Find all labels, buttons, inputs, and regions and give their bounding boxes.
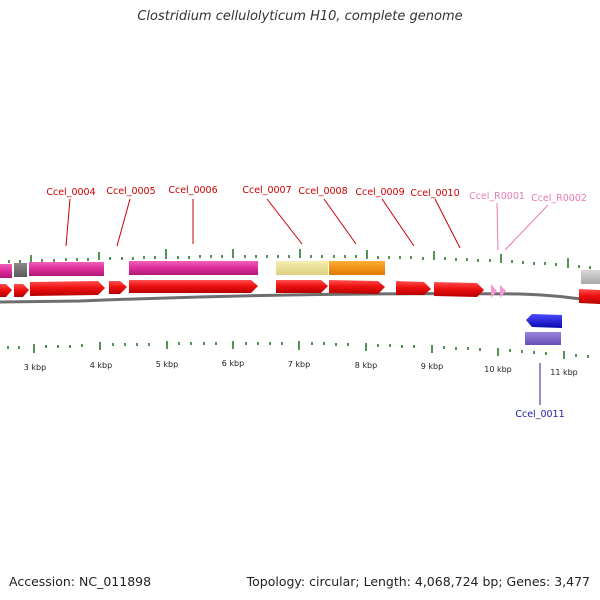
gene-arrow[interactable]: [434, 282, 484, 297]
gene-arrow[interactable]: [329, 280, 385, 294]
gene-label: Ccel_0004: [46, 187, 95, 198]
gene-arrow-reverse[interactable]: [526, 314, 562, 328]
ruler-label-7kbp: 7 kbp: [288, 360, 310, 369]
accession-label: Accession: NC_011898: [9, 574, 152, 589]
gene-label-reverse: Ccel_0011: [515, 409, 564, 420]
cog-band: [0, 261, 600, 284]
gene-label: Ccel_0008: [298, 186, 347, 197]
cog-box: [581, 270, 600, 284]
gene-arrow[interactable]: [109, 281, 127, 294]
rna-arrow[interactable]: [491, 284, 497, 298]
rna-label: Ccel_R0002: [531, 193, 587, 204]
ruler-label-3kbp: 3 kbp: [24, 363, 46, 372]
cog-box: [329, 261, 385, 275]
rna-label: Ccel_R0001: [469, 191, 525, 202]
rna-arrow[interactable]: [500, 285, 506, 298]
cog-box: [276, 261, 328, 275]
gene-labels: Ccel_0004 Ccel_0005 Ccel_0006 Ccel_0007 …: [46, 185, 587, 420]
ruler-label-10kbp: 10 kbp: [484, 365, 512, 374]
ruler-labels: 3 kbp 4 kbp 5 kbp 6 kbp 7 kbp 8 kbp 9 kb…: [24, 359, 578, 377]
gene-arrow[interactable]: [0, 284, 12, 297]
upper-ticks: [8, 249, 591, 269]
cog-box: [29, 262, 104, 276]
ruler-label-6kbp: 6 kbp: [222, 359, 244, 368]
genome-summary: Topology: circular; Length: 4,068,724 bp…: [246, 574, 590, 589]
ruler-label-9kbp: 9 kbp: [421, 362, 443, 371]
gene-label: Ccel_0009: [355, 187, 404, 198]
gene-arrow[interactable]: [14, 284, 29, 297]
gene-arrow[interactable]: [129, 280, 258, 293]
gene-label: Ccel_0007: [242, 185, 291, 196]
gene-arrow[interactable]: [396, 281, 431, 295]
gene-arrow[interactable]: [276, 280, 328, 293]
cog-box: [129, 261, 258, 275]
ruler-label-4kbp: 4 kbp: [90, 361, 112, 370]
ruler-label-5kbp: 5 kbp: [156, 360, 178, 369]
lower-ticks: [7, 341, 589, 359]
reverse-genes: [525, 314, 562, 345]
gene-arrow[interactable]: [579, 289, 600, 304]
gene-label: Ccel_0010: [410, 188, 459, 199]
gene-arrow[interactable]: [30, 281, 105, 296]
map-title: Clostridium cellulolyticum H10, complete…: [137, 9, 463, 24]
ruler-label-11kbp: 11 kbp: [550, 368, 578, 377]
cog-box: [0, 264, 12, 278]
forward-genes: [0, 280, 600, 304]
cog-box: [525, 332, 561, 345]
ruler-label-8kbp: 8 kbp: [355, 361, 377, 370]
gene-label: Ccel_0006: [168, 185, 217, 196]
label-leaders: [65, 198, 549, 405]
gene-label: Ccel_0005: [106, 186, 155, 197]
cog-box: [14, 263, 27, 277]
